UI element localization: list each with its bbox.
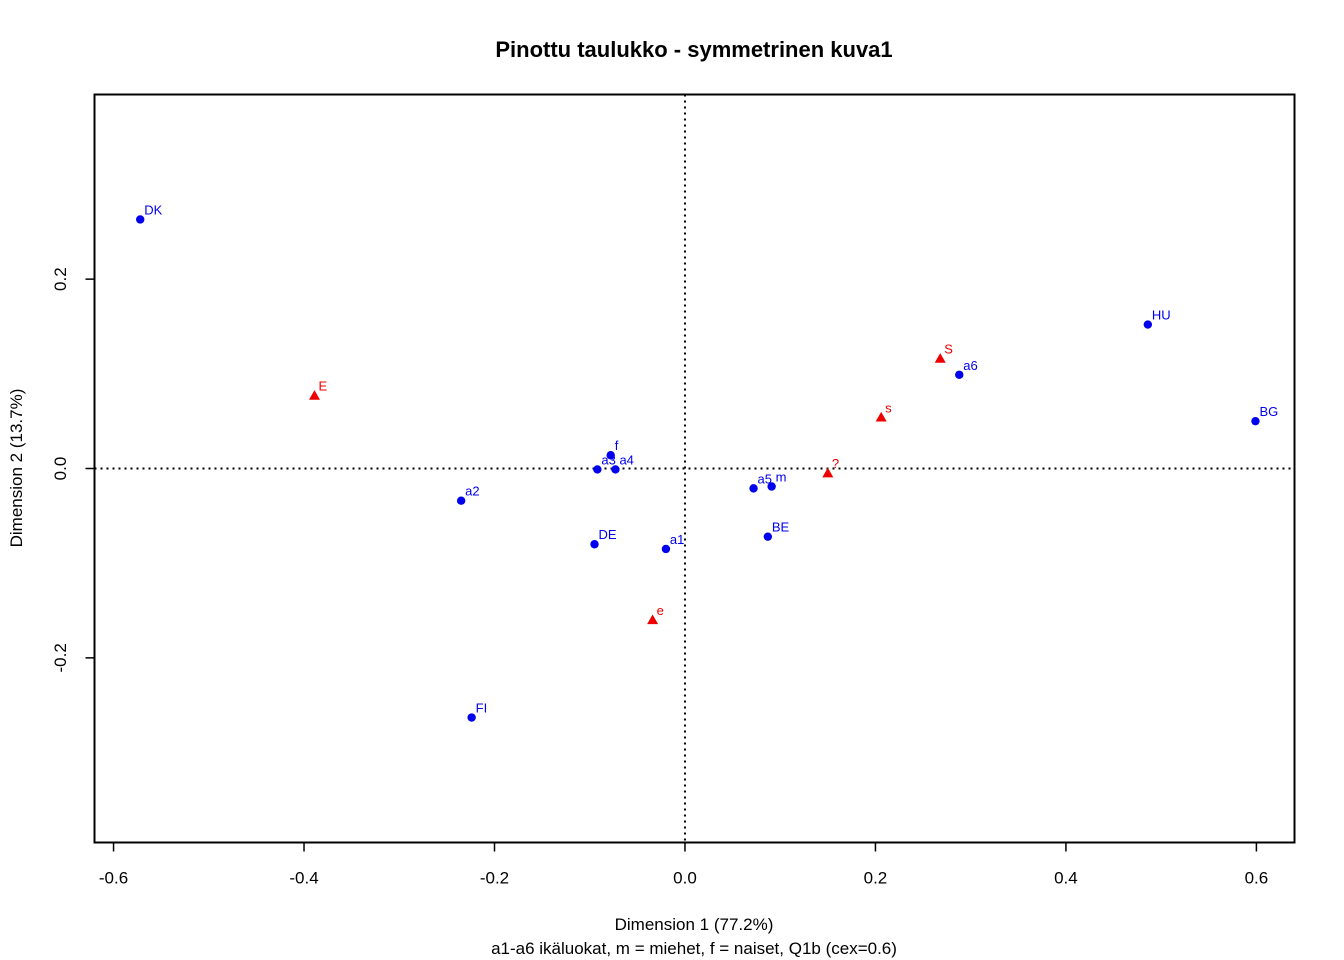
- point-marker: [467, 713, 476, 722]
- point-marker: [593, 465, 602, 474]
- point-label: HU: [1152, 308, 1171, 323]
- plot-layer: -0.6 -0.4 -0.2 0.0 0.2 0.4 0.6 -0.2 0.0 0.2 DK HU a6…: [51, 94, 1295, 888]
- x-axis-label: Dimension 1 (77.2%): [615, 915, 774, 934]
- x-tick-label: -0.2: [480, 869, 509, 888]
- chart-subtitle: a1-a6 ikäluokat, m = miehet, f = naiset,…: [491, 939, 897, 958]
- y-tick-label: -0.2: [51, 643, 70, 672]
- x-tick-label: 0.2: [864, 869, 888, 888]
- y-axis-label: Dimension 2 (13.7%): [7, 389, 26, 548]
- point-marker: [647, 614, 659, 625]
- x-tick-label: 0.6: [1245, 869, 1269, 888]
- y-tick-label: 0.2: [51, 267, 70, 291]
- point-label: a4: [619, 452, 633, 467]
- point-marker: [1143, 320, 1153, 329]
- point-label: m: [776, 469, 787, 484]
- x-tick-label: 0.0: [673, 869, 697, 888]
- point-label: a6: [963, 358, 977, 373]
- point-label: S: [944, 342, 953, 357]
- point-label: DE: [599, 527, 617, 542]
- point-marker: [661, 544, 671, 554]
- point-marker: [309, 390, 320, 400]
- x-tick-label: -0.6: [99, 869, 128, 888]
- point-marker: [590, 540, 599, 549]
- point-marker: [955, 370, 964, 379]
- point-marker: [456, 496, 466, 505]
- x-tick-label: -0.4: [289, 869, 318, 888]
- point-marker: [1251, 416, 1260, 426]
- point-label: BE: [772, 520, 790, 535]
- y-tick-label: 0.0: [51, 457, 70, 481]
- point-label: a2: [465, 484, 479, 499]
- point-label: FI: [476, 701, 488, 716]
- x-tick-label: 0.4: [1054, 869, 1078, 888]
- point-label: a1: [670, 532, 684, 547]
- point-marker: [749, 484, 758, 493]
- chart-title: Pinottu taulukko - symmetrinen kuva1: [495, 37, 892, 62]
- point-marker: [611, 465, 620, 474]
- point-marker: [763, 532, 773, 541]
- point-marker: [767, 482, 776, 491]
- point-label: E: [319, 379, 328, 394]
- point-label: s: [885, 400, 892, 415]
- point-marker: [822, 467, 834, 478]
- point-label: a3: [601, 452, 615, 467]
- point-marker: [934, 353, 946, 363]
- point-marker: [875, 411, 887, 422]
- point-label: a5: [758, 471, 772, 486]
- point-label: f: [615, 438, 619, 453]
- point-label: BG: [1259, 404, 1278, 419]
- point-marker: [136, 215, 145, 224]
- point-label: DK: [144, 202, 162, 217]
- point-label: e: [657, 603, 664, 618]
- point-marker: [606, 451, 615, 460]
- point-label: ?: [832, 456, 839, 471]
